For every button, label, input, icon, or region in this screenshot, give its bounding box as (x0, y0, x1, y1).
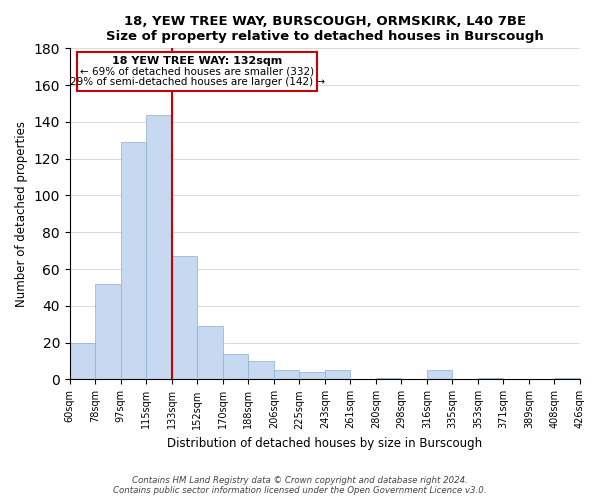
Bar (172, 256, 197, 380)
Bar (554, 378, 580, 380)
Bar (325, 370, 350, 380)
Bar (248, 361, 274, 380)
Bar (70, 342, 95, 380)
Bar (197, 326, 223, 380)
Title: 18, YEW TREE WAY, BURSCOUGH, ORMSKIRK, L40 7BE
Size of property relative to deta: 18, YEW TREE WAY, BURSCOUGH, ORMSKIRK, L… (106, 15, 544, 43)
X-axis label: Distribution of detached houses by size in Burscough: Distribution of detached houses by size … (167, 437, 482, 450)
Bar (376, 378, 401, 380)
Text: ← 69% of detached houses are smaller (332): ← 69% of detached houses are smaller (33… (80, 66, 314, 76)
Bar (121, 142, 146, 380)
Bar (274, 370, 299, 380)
Bar (223, 354, 248, 380)
Text: 18 YEW TREE WAY: 132sqm: 18 YEW TREE WAY: 132sqm (112, 56, 283, 66)
Bar (478, 378, 503, 380)
Y-axis label: Number of detached properties: Number of detached properties (15, 121, 28, 307)
Text: 29% of semi-detached houses are larger (142) →: 29% of semi-detached houses are larger (… (70, 77, 325, 87)
Bar (427, 370, 452, 380)
FancyBboxPatch shape (77, 52, 317, 90)
Text: Contains HM Land Registry data © Crown copyright and database right 2024.
Contai: Contains HM Land Registry data © Crown c… (113, 476, 487, 495)
Bar (299, 372, 325, 380)
Bar (146, 114, 172, 380)
Bar (95, 284, 121, 380)
